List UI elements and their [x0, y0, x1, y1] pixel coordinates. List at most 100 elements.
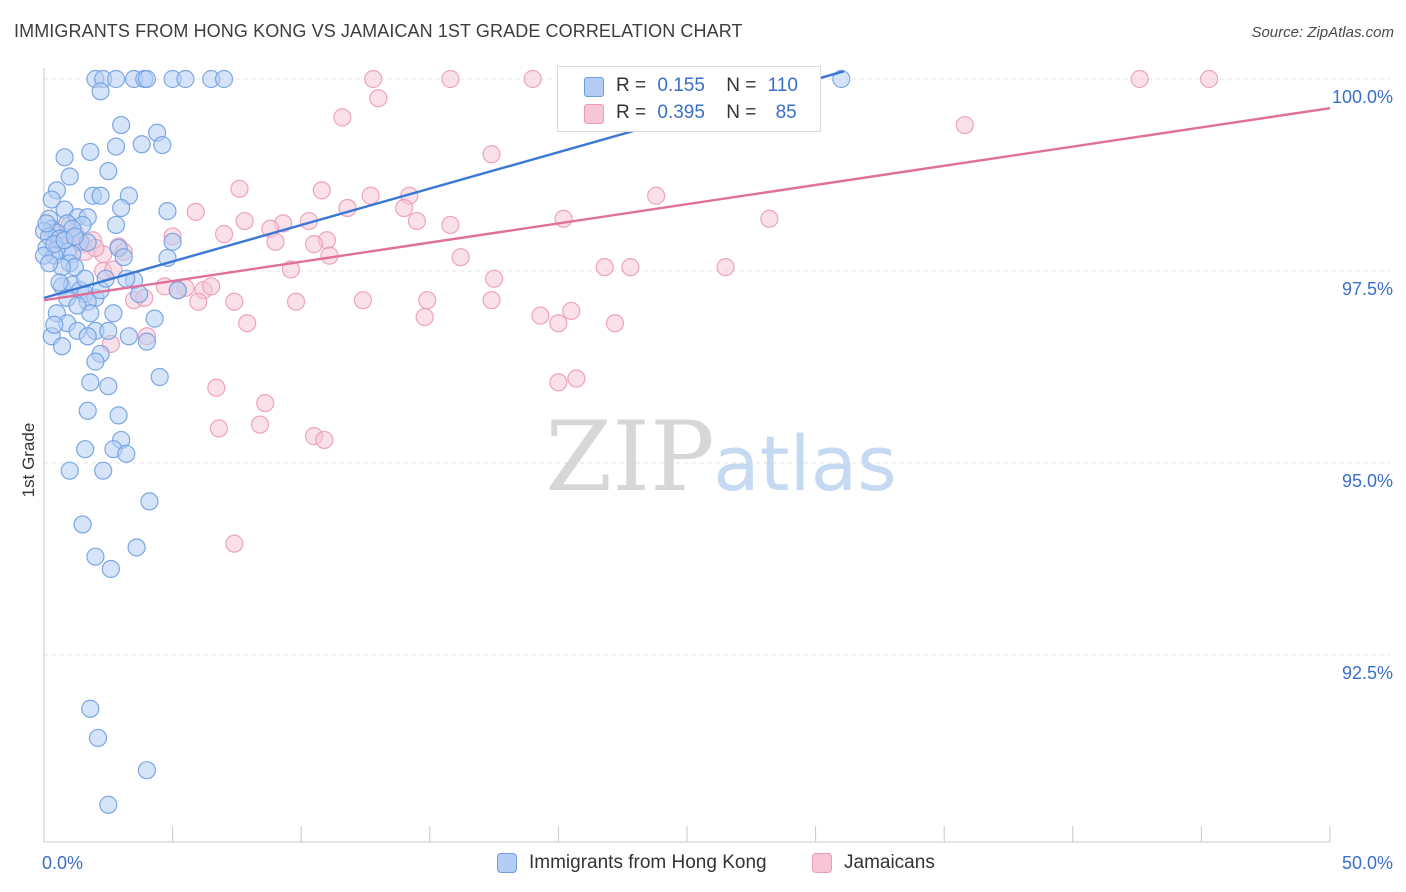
hong-kong-point-101 — [65, 227, 84, 246]
jamaicans-point-32 — [266, 232, 285, 251]
hong-kong-point-34 — [106, 215, 126, 235]
jamaicans-point-76 — [315, 430, 334, 450]
hong-kong-point-63 — [168, 281, 187, 300]
jamaicans-point-59 — [418, 291, 437, 310]
hong-kong-point-78 — [150, 367, 169, 387]
hong-kong-point-82 — [109, 406, 128, 425]
jamaicans-point-18 — [394, 198, 414, 218]
hong-kong-point-112 — [45, 315, 64, 334]
jamaicans-point-63 — [531, 306, 550, 325]
jamaicans-point-65 — [415, 307, 434, 327]
hong-kong-point-86 — [117, 444, 136, 463]
watermark-zip: ZIP — [545, 401, 714, 513]
jamaicans-point-67 — [605, 314, 625, 333]
legend-swatch-jamaicans — [584, 104, 604, 124]
y-tick-label: 97.5% — [1342, 279, 1393, 299]
jamaicans-point-17 — [647, 186, 666, 205]
hong-kong-point-17 — [81, 142, 100, 162]
hong-kong-point-10 — [832, 69, 851, 89]
jamaicans-point-33 — [304, 235, 324, 254]
jamaicans-point-44 — [595, 258, 614, 277]
correlation-legend: R = 0.155 N = 110 R = 0.395 N = 85 — [557, 66, 821, 132]
hong-kong-point-79 — [81, 373, 100, 392]
jamaicans-point-53 — [202, 277, 221, 296]
hong-kong-point-20 — [60, 167, 79, 186]
y-tick-label: 100.0% — [1332, 87, 1393, 107]
hong-kong-point-91 — [86, 547, 105, 566]
jamaicans-point-79 — [225, 534, 244, 553]
hong-kong-point-97 — [99, 795, 118, 814]
jamaicans-point-60 — [482, 291, 501, 310]
hong-kong-point-80 — [99, 377, 118, 396]
hong-kong-point-94 — [81, 699, 100, 718]
legend-r-value-hong-kong: 0.155 — [657, 75, 705, 96]
jamaicans-point-55 — [225, 292, 244, 311]
hong-kong-point-90 — [73, 515, 92, 534]
jamaicans-point-46 — [716, 258, 735, 277]
jamaicans-point-78 — [567, 369, 586, 388]
jamaicans-point-45 — [621, 258, 640, 277]
hong-kong-point-106 — [130, 284, 149, 304]
hong-kong-point-84 — [76, 440, 95, 459]
jamaicans-point-57 — [286, 292, 306, 311]
hong-kong-point-74 — [137, 332, 156, 351]
hong-kong-point-71 — [78, 327, 97, 346]
legend-n-value-hong-kong: 110 — [767, 75, 798, 96]
hong-kong-point-70 — [99, 321, 118, 341]
bottom-legend-label-jamaicans: Jamaicans — [844, 852, 935, 873]
hong-kong-point-19 — [99, 162, 118, 181]
hong-kong-point-28 — [158, 201, 177, 221]
hong-kong-point-7 — [176, 69, 195, 89]
hong-kong-point-9 — [214, 69, 234, 89]
bottom-legend-swatch-hong-kong — [497, 853, 517, 873]
jamaicans-point-14 — [361, 186, 380, 205]
jamaicans-point-72 — [256, 393, 275, 413]
hong-kong-point-89 — [140, 492, 159, 511]
hong-kong-point-50 — [114, 248, 133, 267]
hong-kong-point-93 — [101, 559, 120, 579]
jamaicans-point-2 — [523, 69, 542, 89]
jamaicans-point-9 — [369, 89, 388, 108]
jamaicans-point-1 — [441, 69, 460, 89]
hong-kong-point-81 — [78, 401, 97, 420]
jamaicans-point-74 — [250, 415, 270, 434]
jamaicans-point-43 — [281, 260, 301, 279]
hong-kong-point-18 — [55, 148, 74, 167]
axis-labels: 100.0% 97.5% 95.0% 92.5% 0.0% 50.0% 1st Grade — [19, 87, 1393, 873]
hong-kong-point-66 — [145, 309, 164, 328]
legend-n-label: N = — [726, 75, 757, 96]
hong-kong-point-25 — [42, 190, 61, 209]
jamaicans-point-77 — [549, 373, 568, 392]
hong-kong-point-109 — [40, 254, 59, 273]
watermark: ZIP atlas — [545, 401, 896, 513]
hong-kong-point-72 — [119, 327, 138, 346]
jamaicans-point-58 — [353, 291, 373, 310]
y-tick-label: 92.5% — [1342, 663, 1393, 683]
jamaicans-point-11 — [955, 115, 974, 135]
hong-kong-point-27 — [112, 198, 131, 218]
hong-kong-point-23 — [91, 186, 110, 205]
hong-kong-point-111 — [68, 296, 87, 315]
hong-kong-point-5 — [137, 69, 156, 89]
legend-n-value-jamaicans: 85 — [775, 102, 797, 123]
jamaicans-point-7 — [1130, 69, 1149, 89]
hong-kong-point-92 — [127, 538, 146, 557]
hong-kong-point-11 — [91, 82, 110, 101]
hong-kong-point-102 — [37, 214, 56, 233]
jamaicans-point-49 — [485, 269, 504, 288]
jamaicans-point-16 — [230, 179, 249, 198]
hong-kong-point-77 — [86, 352, 105, 371]
hong-kong-point-16 — [153, 135, 172, 155]
hong-kong-point-2 — [106, 69, 126, 89]
jamaicans-point-21 — [235, 211, 254, 231]
bottom-legend-label-hong-kong: Immigrants from Hong Kong — [529, 852, 767, 873]
jamaicans-point-68 — [549, 314, 568, 333]
watermark-atlas: atlas — [713, 419, 897, 508]
legend-swatch-hong-kong — [584, 77, 604, 97]
x-tick-label: 0.0% — [42, 853, 83, 873]
hong-kong-point-88 — [94, 461, 113, 480]
jamaicans-point-25 — [441, 215, 460, 235]
y-axis-label: 1st Grade — [19, 423, 38, 498]
jamaicans-point-42 — [451, 248, 470, 267]
